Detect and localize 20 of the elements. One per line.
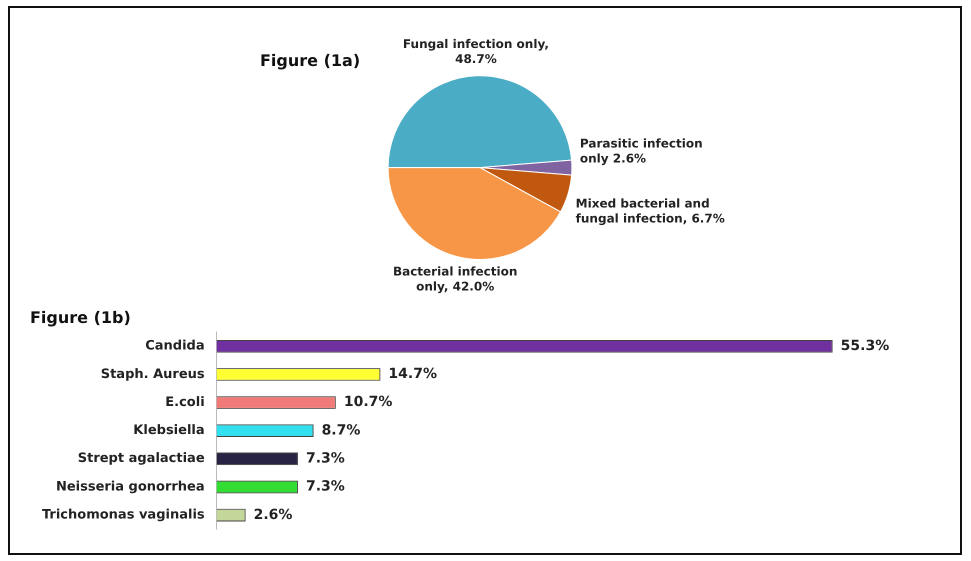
data-label: 55.3% [840,338,890,354]
data-label: 8.7% [322,422,360,438]
y-tick-label: Klebsiella [133,423,205,438]
slice-label: Bacterial infection only, 42.0% [392,264,518,294]
data-label: 7.3% [306,478,345,495]
slice-label: Parasitic infection only 2.6% [580,136,703,166]
slice-label: Fungal infection only, 48.7% [402,36,549,66]
data-label: 10.7% [344,394,392,410]
y-tick-label: Neisseria gonorrhea [56,479,205,494]
y-tick-label: Candida [145,338,205,354]
y-tick-label: Staph. Aureus [100,366,205,382]
y-tick-label: E.coli [165,394,205,410]
y-tick-label: Strept agalactiae [78,451,205,466]
text: Figure (1b) [30,308,131,327]
data-label: 14.7% [388,366,437,382]
data-label: 2.6% [254,506,292,523]
text: Figure (1a) [260,50,360,70]
data-label: 7.3% [306,450,345,466]
y-tick-label: Trichomonas vaginalis [42,508,205,523]
slice-label: Mixed bacterial and fungal infection, 6.7% [576,196,725,226]
